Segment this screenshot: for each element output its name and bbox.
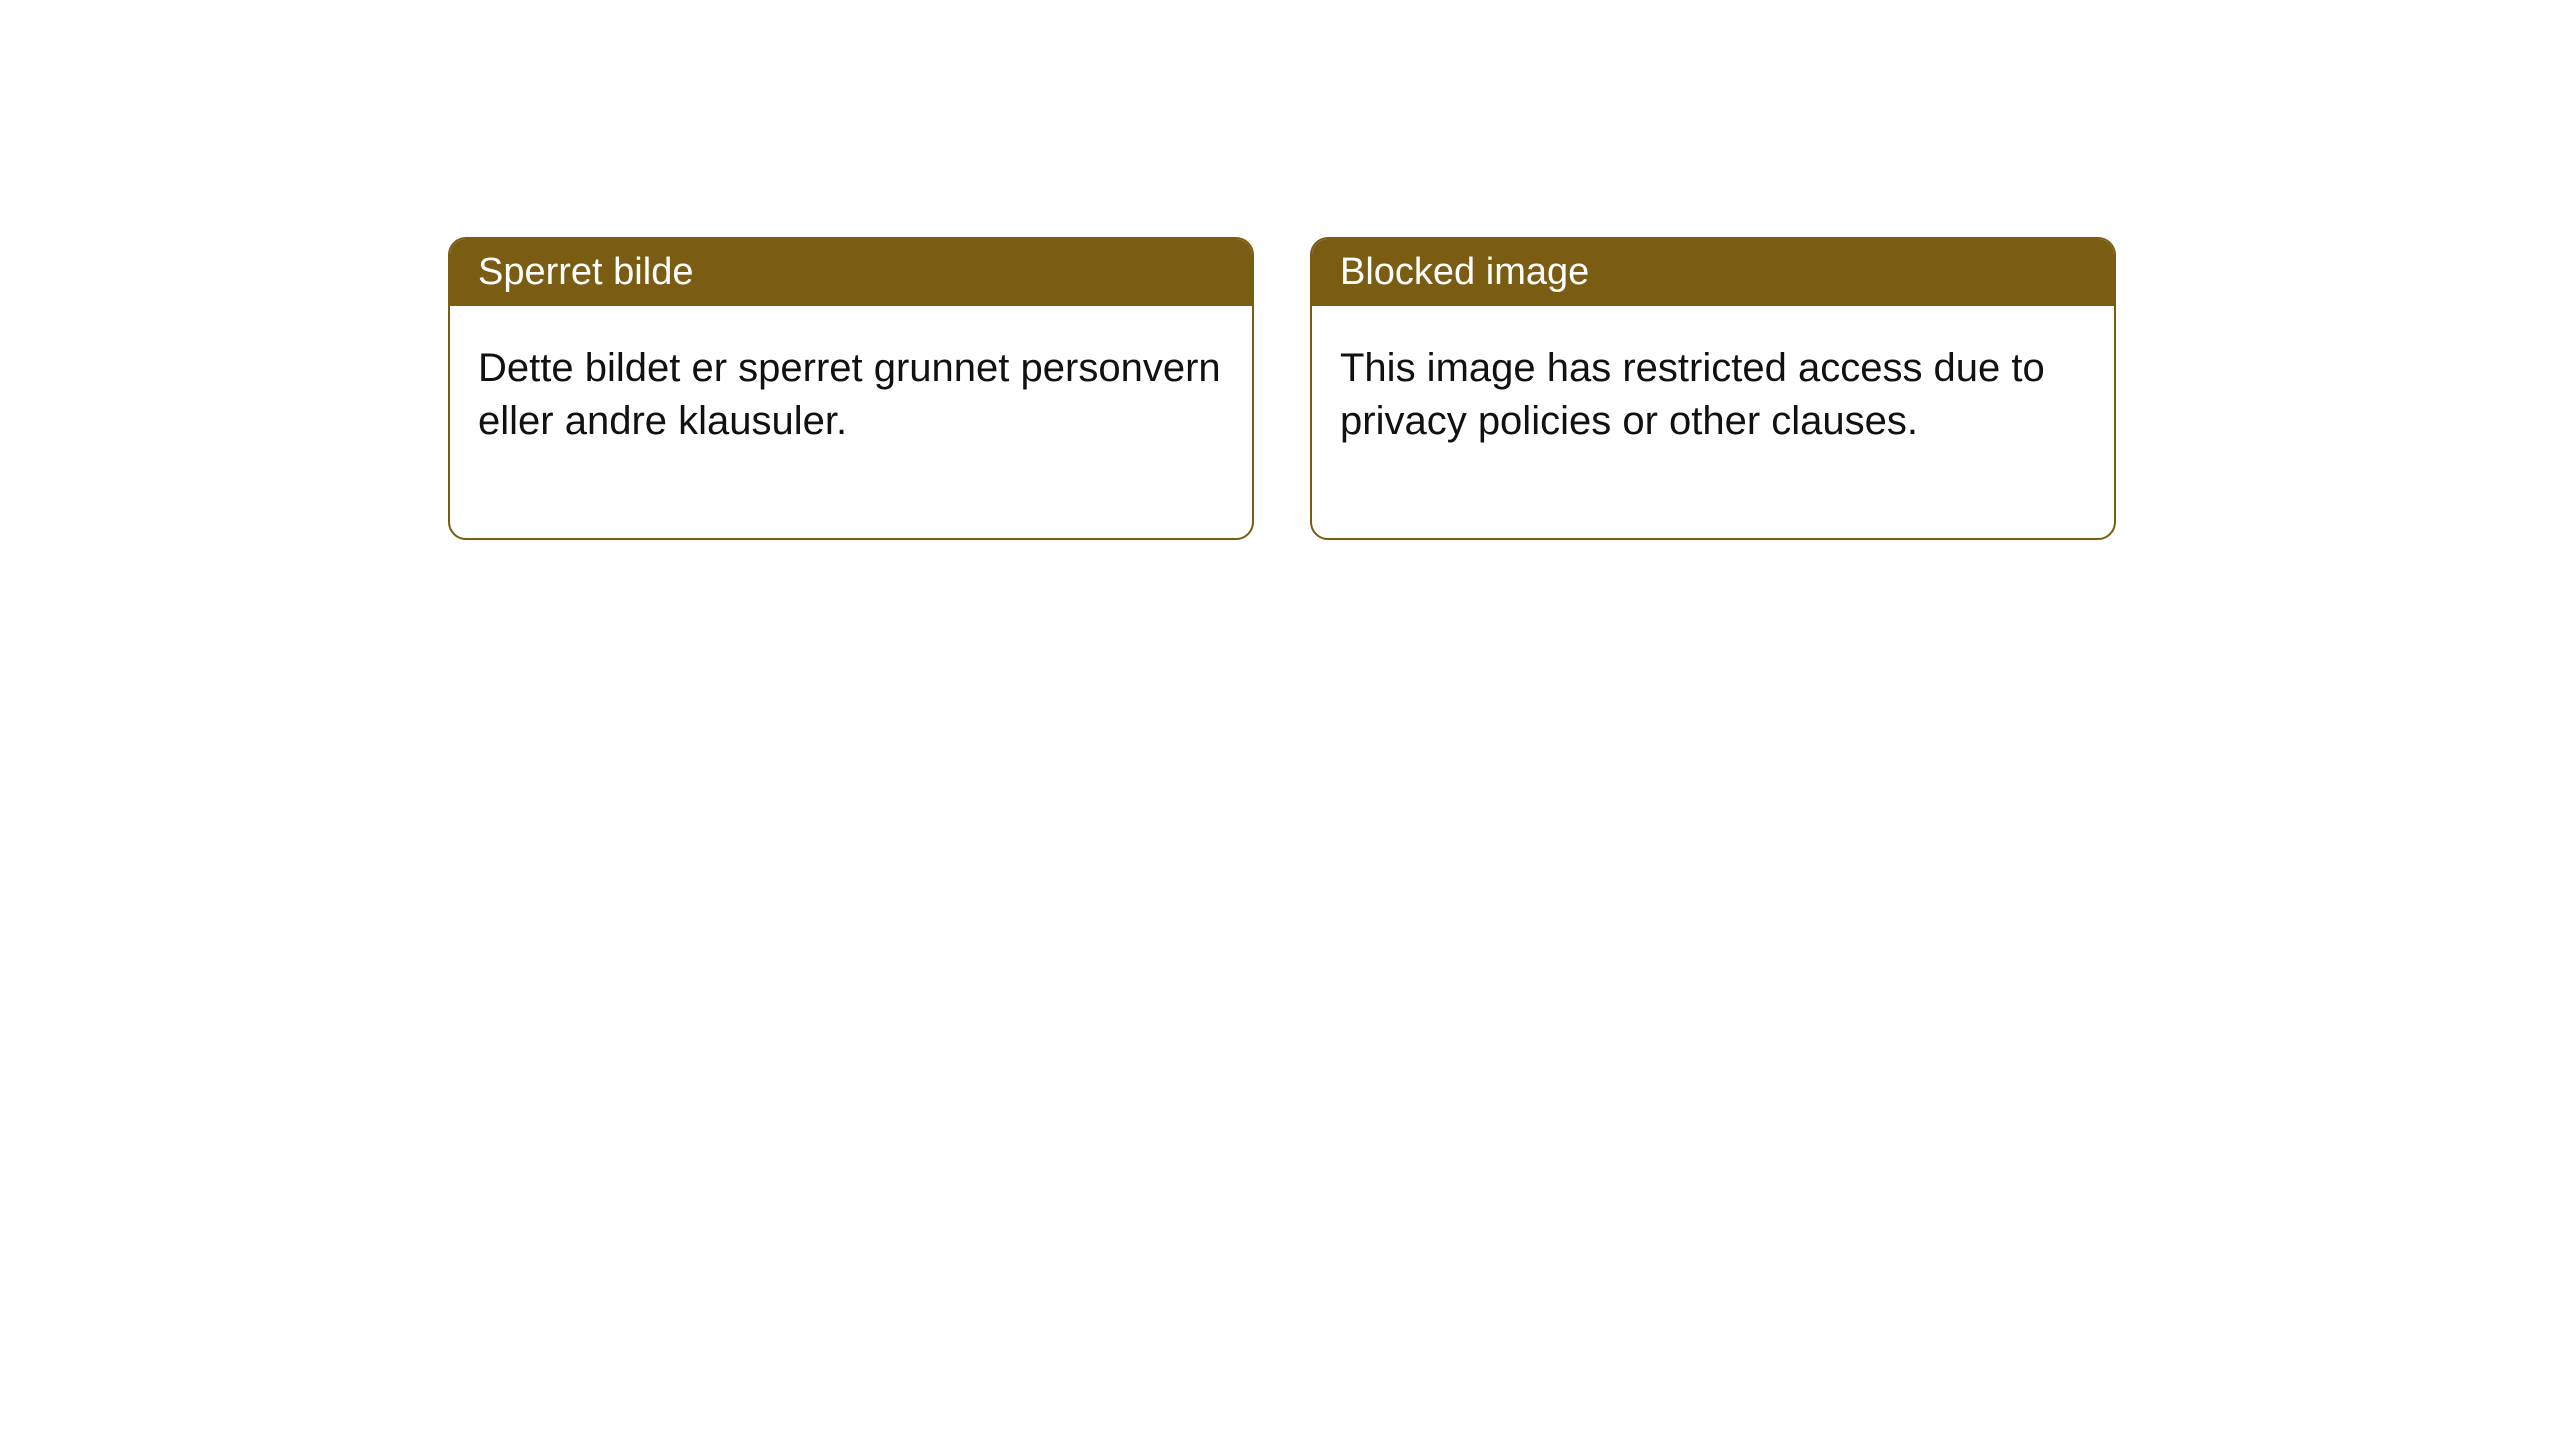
notice-card-norwegian: Sperret bilde Dette bildet er sperret gr… xyxy=(448,237,1254,540)
notice-body: Dette bildet er sperret grunnet personve… xyxy=(450,306,1252,538)
notice-body: This image has restricted access due to … xyxy=(1312,306,2114,538)
notice-title: Blocked image xyxy=(1312,239,2114,306)
notice-container: Sperret bilde Dette bildet er sperret gr… xyxy=(0,0,2560,540)
notice-card-english: Blocked image This image has restricted … xyxy=(1310,237,2116,540)
notice-title: Sperret bilde xyxy=(450,239,1252,306)
